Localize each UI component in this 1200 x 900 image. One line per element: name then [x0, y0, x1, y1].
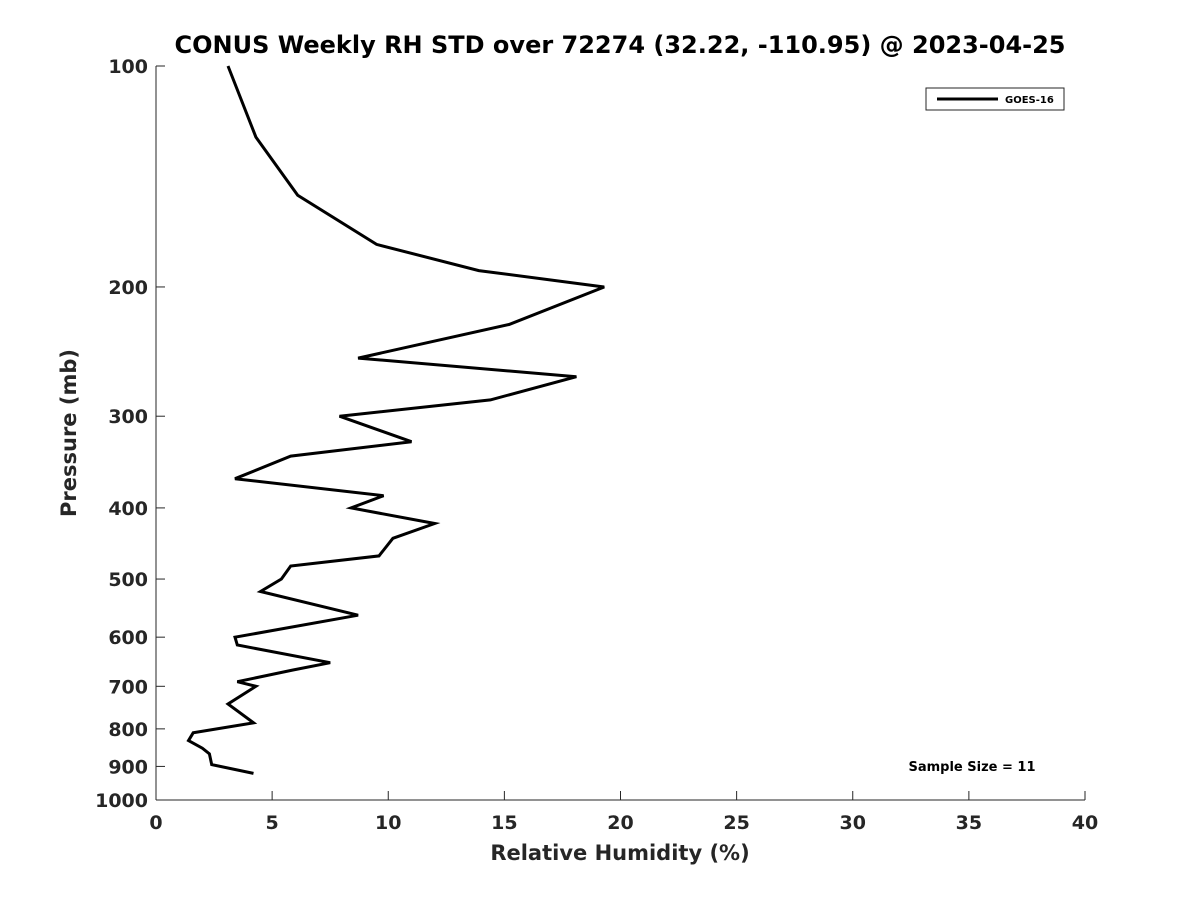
legend: GOES-16 — [925, 87, 1065, 111]
y-tick-label: 800 — [108, 719, 148, 741]
x-tick-label: 35 — [956, 812, 982, 834]
x-tick-label: 5 — [266, 812, 279, 834]
y-tick-label: 1000 — [95, 790, 148, 812]
x-tick-label: 30 — [840, 812, 866, 834]
y-tick-label: 400 — [108, 498, 148, 520]
x-axis-label: Relative Humidity (%) — [490, 841, 749, 865]
x-tick-label: 15 — [491, 812, 517, 834]
y-tick-label: 600 — [108, 627, 148, 649]
series-line-goes-16 — [186, 65, 605, 775]
sample-size-annotation: Sample Size = 11 — [908, 760, 1035, 775]
y-tick-label: 300 — [108, 406, 148, 428]
x-tick-label: 10 — [375, 812, 401, 834]
x-tick-label: 20 — [607, 812, 633, 834]
y-tick-label: 200 — [108, 277, 148, 299]
y-tick-label: 100 — [108, 56, 148, 78]
x-tick-label: 25 — [723, 812, 749, 834]
plot-area — [186, 65, 605, 775]
y-axis-label: Pressure (mb) — [57, 349, 81, 517]
x-tick-label: 40 — [1072, 812, 1098, 834]
y-tick-label: 900 — [108, 756, 148, 778]
x-tick-label: 0 — [149, 812, 162, 834]
y-ticks: 100 200 300 400 500 600 700 800 900 1000 — [95, 56, 165, 812]
chart-title: CONUS Weekly RH STD over 72274 (32.22, -… — [174, 31, 1065, 59]
legend-label-goes-16: GOES-16 — [1005, 95, 1054, 106]
x-ticks: 0 5 10 15 20 25 30 35 40 — [149, 791, 1098, 834]
y-tick-label: 500 — [108, 569, 148, 591]
y-tick-label: 700 — [108, 676, 148, 698]
